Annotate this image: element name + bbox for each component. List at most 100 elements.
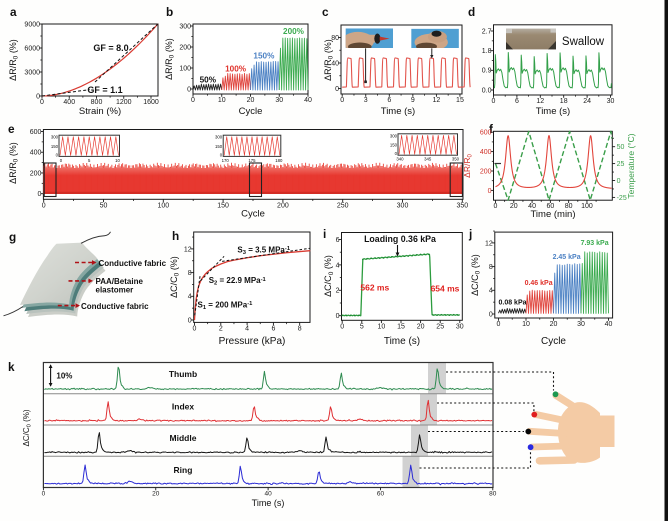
svg-text:2: 2 xyxy=(336,288,340,295)
svg-text:100: 100 xyxy=(157,202,169,209)
svg-text:18: 18 xyxy=(560,98,568,105)
svg-text:ΔC/C0 (%): ΔC/C0 (%) xyxy=(470,254,482,296)
svg-text:Time (s): Time (s) xyxy=(384,336,420,347)
svg-text:0: 0 xyxy=(617,178,621,185)
svg-text:GF = 8.0: GF = 8.0 xyxy=(93,43,128,53)
svg-text:2: 2 xyxy=(219,325,223,332)
svg-text:Cycle: Cycle xyxy=(541,336,566,347)
svg-text:1.8: 1.8 xyxy=(482,48,492,55)
svg-text:Temperature (°C): Temperature (°C) xyxy=(626,133,636,198)
svg-text:200: 200 xyxy=(30,170,42,177)
svg-text:0: 0 xyxy=(187,86,191,93)
svg-text:2.7: 2.7 xyxy=(482,28,492,35)
svg-text:80: 80 xyxy=(489,491,497,498)
svg-text:1600: 1600 xyxy=(143,99,159,106)
svg-text:300: 300 xyxy=(51,135,59,140)
svg-text:Time (s): Time (s) xyxy=(536,106,570,117)
svg-text:200%: 200% xyxy=(283,27,305,36)
svg-text:e: e xyxy=(8,122,15,136)
svg-text:100: 100 xyxy=(581,203,593,210)
svg-text:0: 0 xyxy=(37,191,41,198)
svg-text:175: 175 xyxy=(248,158,256,163)
svg-text:0: 0 xyxy=(36,93,40,100)
svg-text:0: 0 xyxy=(492,98,496,105)
svg-text:i: i xyxy=(323,227,326,241)
svg-text:15: 15 xyxy=(397,323,405,330)
svg-text:0.9: 0.9 xyxy=(482,68,492,75)
svg-text:4: 4 xyxy=(336,262,340,269)
svg-text:3: 3 xyxy=(364,97,368,104)
svg-text:Time (min): Time (min) xyxy=(530,209,575,220)
svg-text:0: 0 xyxy=(340,323,344,330)
svg-text:10%: 10% xyxy=(56,371,72,380)
svg-text:600: 600 xyxy=(480,130,492,137)
svg-text:40: 40 xyxy=(264,491,272,498)
svg-text:25: 25 xyxy=(617,161,625,168)
svg-text:180: 180 xyxy=(275,158,283,163)
svg-text:0: 0 xyxy=(497,321,501,328)
svg-text:340: 340 xyxy=(396,157,404,162)
svg-text:12: 12 xyxy=(433,97,441,104)
svg-text:S3 = 3.5 MPa-1: S3 = 3.5 MPa-1 xyxy=(237,245,290,256)
svg-text:654 ms: 654 ms xyxy=(431,284,460,294)
svg-text:0.46 kPa: 0.46 kPa xyxy=(525,280,553,287)
svg-text:Loading 0.36 kPa: Loading 0.36 kPa xyxy=(364,234,436,244)
svg-text:Middle: Middle xyxy=(170,433,197,443)
svg-text:a: a xyxy=(10,5,17,19)
svg-text:50: 50 xyxy=(100,202,108,209)
svg-text:4: 4 xyxy=(489,288,493,295)
svg-text:300: 300 xyxy=(179,23,191,30)
svg-text:300: 300 xyxy=(390,133,398,138)
svg-text:Strain (%): Strain (%) xyxy=(79,106,121,117)
svg-text:0.0: 0.0 xyxy=(482,87,492,94)
svg-text:100: 100 xyxy=(179,65,191,72)
svg-text:0: 0 xyxy=(40,99,44,106)
svg-text:10: 10 xyxy=(218,97,226,104)
svg-text:562 ms: 562 ms xyxy=(360,283,389,293)
svg-text:150%: 150% xyxy=(253,52,275,61)
svg-text:elastomer: elastomer xyxy=(96,285,134,294)
svg-text:Cycle: Cycle xyxy=(241,209,265,220)
svg-text:150: 150 xyxy=(215,144,223,149)
svg-text:Conductive fabric: Conductive fabric xyxy=(99,259,167,268)
svg-text:h: h xyxy=(172,229,179,243)
svg-text:40: 40 xyxy=(304,97,312,104)
svg-text:100%: 100% xyxy=(225,64,247,73)
svg-text:200: 200 xyxy=(480,168,492,175)
svg-text:345: 345 xyxy=(424,157,432,162)
svg-text:40: 40 xyxy=(605,321,613,328)
svg-text:400: 400 xyxy=(63,99,75,106)
svg-text:30: 30 xyxy=(456,323,464,330)
svg-text:200: 200 xyxy=(277,202,289,209)
svg-text:5: 5 xyxy=(360,323,364,330)
svg-text:0.08 kPa: 0.08 kPa xyxy=(498,300,526,307)
svg-text:0: 0 xyxy=(340,97,344,104)
svg-text:ΔC/C0 (%): ΔC/C0 (%) xyxy=(323,255,335,297)
svg-text:15: 15 xyxy=(456,97,464,104)
svg-text:c: c xyxy=(322,5,329,19)
svg-text:9000: 9000 xyxy=(24,21,40,28)
svg-text:60: 60 xyxy=(377,491,385,498)
svg-text:d: d xyxy=(468,5,475,19)
svg-text:S2 = 22.9 MPa-1: S2 = 22.9 MPa-1 xyxy=(209,276,267,287)
svg-text:Pressure (kPa): Pressure (kPa) xyxy=(219,336,286,347)
svg-text:30: 30 xyxy=(607,98,615,105)
svg-text:6000: 6000 xyxy=(24,45,40,52)
svg-text:50%: 50% xyxy=(200,76,217,85)
svg-text:12: 12 xyxy=(184,246,192,253)
svg-text:8: 8 xyxy=(489,264,493,271)
svg-text:6: 6 xyxy=(515,98,519,105)
svg-text:0: 0 xyxy=(193,325,197,332)
svg-text:ΔR/R0 (%): ΔR/R0 (%) xyxy=(8,142,20,184)
svg-text:150: 150 xyxy=(390,143,398,148)
svg-text:300: 300 xyxy=(215,135,223,140)
svg-text:30: 30 xyxy=(275,97,283,104)
svg-text:20: 20 xyxy=(247,97,255,104)
svg-text:20: 20 xyxy=(510,203,518,210)
svg-text:0: 0 xyxy=(188,317,192,324)
svg-text:9: 9 xyxy=(411,97,415,104)
svg-text:150: 150 xyxy=(51,144,59,149)
svg-text:2.45 kPa: 2.45 kPa xyxy=(553,254,581,261)
svg-text:6: 6 xyxy=(387,97,391,104)
svg-text:350: 350 xyxy=(452,157,460,162)
